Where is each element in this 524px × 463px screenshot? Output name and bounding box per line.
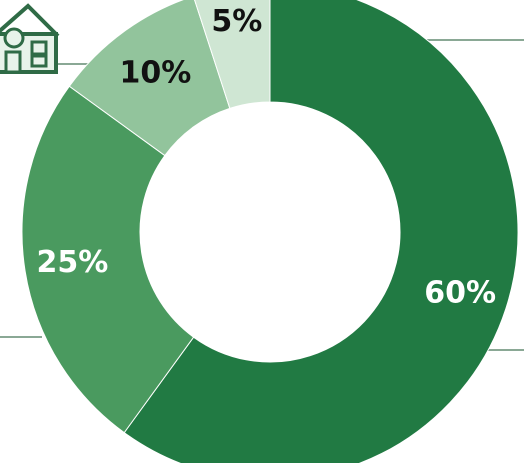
donut-slices (21, 0, 519, 463)
school-building-icon (0, 3, 60, 74)
donut-slice-10 (68, 0, 231, 157)
icon-clock (3, 27, 25, 49)
donut-slice-25 (21, 85, 195, 434)
icon-roof (0, 3, 60, 38)
icon-window-1 (30, 40, 48, 56)
icon-window-2 (30, 54, 48, 68)
donut-slice-60 (123, 0, 519, 463)
slice-label-25: 25% (37, 245, 109, 280)
slice-label-10: 10% (119, 56, 191, 91)
icon-door (4, 50, 22, 74)
slice-labels: 60% 25% 10% 5% (37, 4, 497, 310)
donut-slice-5 (194, 0, 271, 109)
slice-label-60: 60% (424, 275, 496, 310)
slice-label-5: 5% (211, 4, 262, 39)
